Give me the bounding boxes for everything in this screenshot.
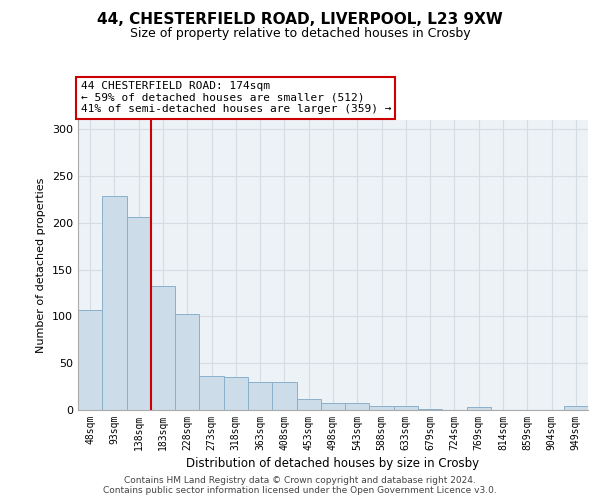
Y-axis label: Number of detached properties: Number of detached properties [37, 178, 46, 352]
Bar [248, 382, 272, 410]
Text: 44 CHESTERFIELD ROAD: 174sqm
← 59% of detached houses are smaller (512)
41% of s: 44 CHESTERFIELD ROAD: 174sqm ← 59% of de… [80, 81, 391, 114]
Bar [394, 406, 418, 410]
Bar [151, 286, 175, 410]
Bar [321, 402, 345, 410]
Text: Size of property relative to detached houses in Crosby: Size of property relative to detached ho… [130, 28, 470, 40]
Bar [467, 407, 491, 410]
Bar [345, 402, 370, 410]
Bar [78, 310, 102, 410]
Bar [127, 218, 151, 410]
Bar [102, 196, 127, 410]
Bar [272, 382, 296, 410]
Bar [418, 409, 442, 410]
Bar [175, 314, 199, 410]
Text: Contains HM Land Registry data © Crown copyright and database right 2024.
Contai: Contains HM Land Registry data © Crown c… [103, 476, 497, 495]
Bar [296, 399, 321, 410]
Bar [370, 406, 394, 410]
X-axis label: Distribution of detached houses by size in Crosby: Distribution of detached houses by size … [187, 457, 479, 470]
Text: 44, CHESTERFIELD ROAD, LIVERPOOL, L23 9XW: 44, CHESTERFIELD ROAD, LIVERPOOL, L23 9X… [97, 12, 503, 28]
Bar [224, 378, 248, 410]
Bar [564, 406, 588, 410]
Bar [199, 376, 224, 410]
